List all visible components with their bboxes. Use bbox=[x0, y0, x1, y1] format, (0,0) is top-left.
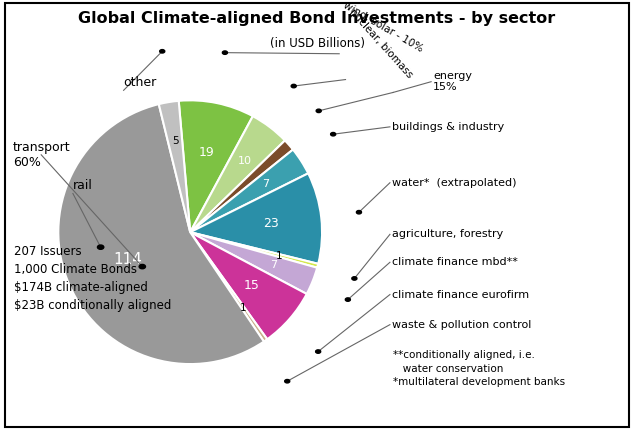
Wedge shape bbox=[190, 232, 307, 339]
Text: 207 Issuers
1,000 Climate Bonds
$174B climate-aligned
$23B conditionally aligned: 207 Issuers 1,000 Climate Bonds $174B cl… bbox=[14, 245, 171, 312]
Text: 1: 1 bbox=[240, 303, 246, 313]
Text: 5: 5 bbox=[172, 136, 178, 146]
Text: climate finance eurofirm: climate finance eurofirm bbox=[392, 289, 529, 300]
Text: water*  (extrapolated): water* (extrapolated) bbox=[392, 178, 516, 188]
Text: (in USD Billions): (in USD Billions) bbox=[269, 37, 365, 49]
Wedge shape bbox=[158, 101, 190, 232]
Wedge shape bbox=[190, 232, 317, 294]
Text: climate finance mbd**: climate finance mbd** bbox=[392, 257, 518, 267]
Text: 114: 114 bbox=[113, 252, 142, 267]
Text: other: other bbox=[124, 76, 157, 89]
Text: 23: 23 bbox=[264, 217, 280, 230]
Text: 19: 19 bbox=[199, 146, 215, 159]
Text: nuclear, biomass: nuclear, biomass bbox=[347, 6, 415, 80]
Text: agriculture, forestry: agriculture, forestry bbox=[392, 229, 503, 240]
Wedge shape bbox=[190, 173, 322, 264]
Text: wind, solar - 10%: wind, solar - 10% bbox=[341, 0, 424, 54]
Text: 15: 15 bbox=[244, 280, 260, 292]
Wedge shape bbox=[190, 232, 267, 341]
Text: 10: 10 bbox=[237, 156, 251, 166]
Wedge shape bbox=[179, 100, 253, 232]
Text: Global Climate-aligned Bond Investments - by sector: Global Climate-aligned Bond Investments … bbox=[79, 11, 555, 26]
Text: **conditionally aligned, i.e.
   water conservation
*multilateral development ba: **conditionally aligned, i.e. water cons… bbox=[393, 350, 565, 387]
Text: transport
60%: transport 60% bbox=[13, 141, 70, 169]
Wedge shape bbox=[190, 141, 293, 232]
Wedge shape bbox=[190, 116, 285, 232]
Wedge shape bbox=[190, 150, 308, 232]
Text: buildings & industry: buildings & industry bbox=[392, 122, 504, 132]
Text: 1: 1 bbox=[276, 251, 283, 261]
Text: energy
15%: energy 15% bbox=[433, 71, 472, 92]
Wedge shape bbox=[190, 232, 318, 268]
Text: 7: 7 bbox=[262, 179, 269, 189]
Text: waste & pollution control: waste & pollution control bbox=[392, 319, 531, 330]
Text: 7: 7 bbox=[270, 261, 277, 270]
Text: rail: rail bbox=[73, 179, 93, 192]
Wedge shape bbox=[58, 104, 264, 364]
